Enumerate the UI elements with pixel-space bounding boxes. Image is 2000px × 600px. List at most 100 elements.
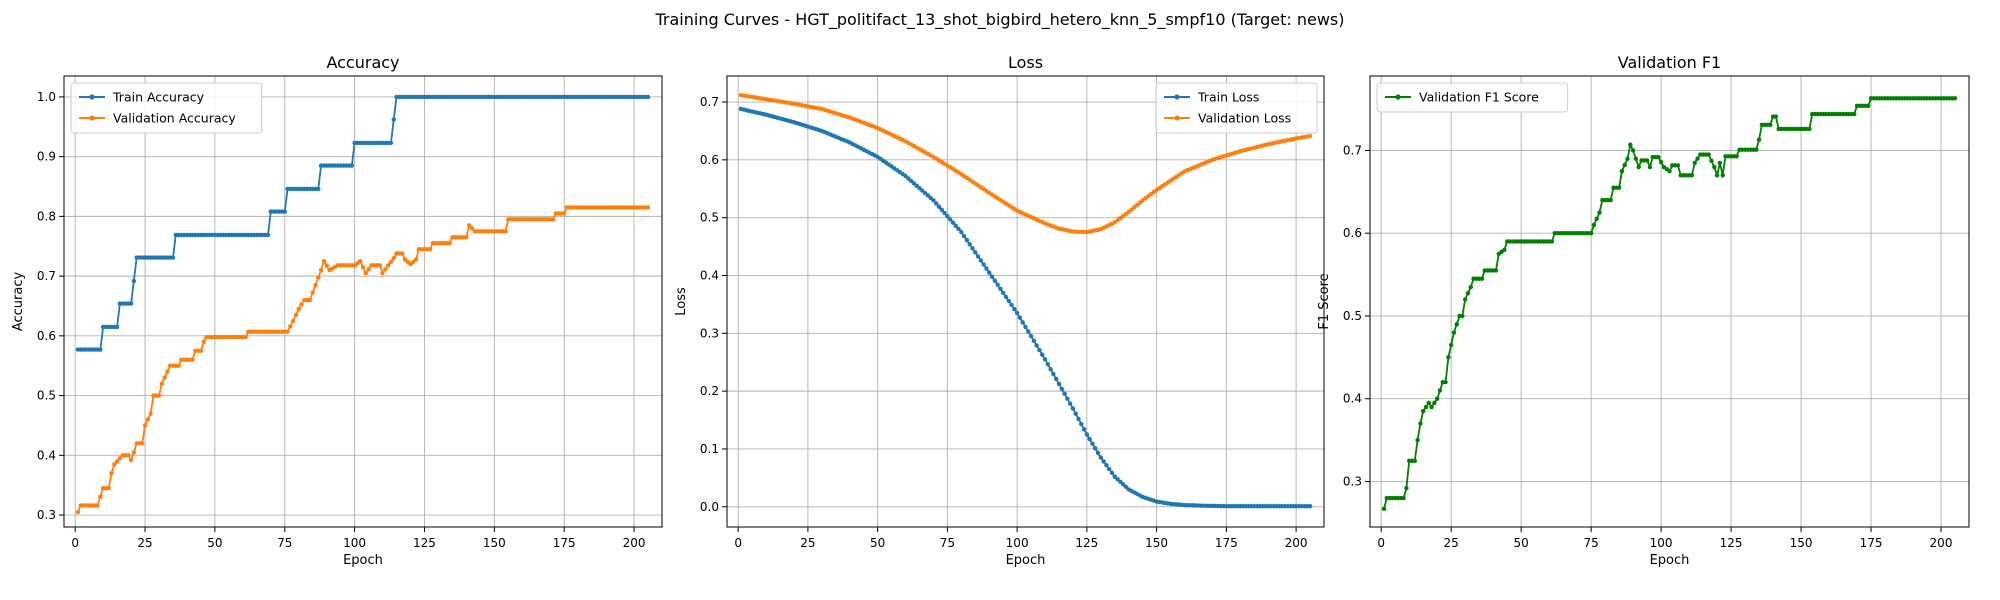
accuracy-legend-box [70, 82, 263, 134]
f1-data-point [1415, 437, 1420, 443]
f1-data-point [1594, 216, 1599, 221]
accuracy-data-point [380, 270, 385, 276]
loss-data-point [1000, 290, 1006, 296]
loss-data-point [1012, 306, 1017, 312]
f1-data-point [1434, 396, 1440, 401]
loss-data-point [1037, 347, 1042, 353]
f1-data-point [1616, 185, 1622, 190]
accuracy-data-point [140, 441, 145, 446]
loss-data-point [1056, 381, 1062, 387]
accuracy-y-tick-label: 0.8 [37, 209, 56, 223]
f1-y-tick-label: 0.6 [1343, 226, 1362, 240]
f1-y-tick-label: 0.5 [1343, 309, 1362, 323]
accuracy-data-point [391, 255, 396, 261]
accuracy-data-point [385, 263, 391, 268]
loss-data-point [1081, 427, 1087, 432]
accuracy-data-point [550, 217, 556, 222]
loss-legend-label: Train Loss [1197, 90, 1259, 105]
f1-data-point [1630, 148, 1636, 153]
f1-legend-marker [1395, 94, 1401, 100]
f1-data-point [1468, 284, 1473, 290]
loss-legend: Train Loss Validation Loss [1155, 82, 1318, 134]
f1-data-point [1656, 154, 1661, 160]
loss-y-tick-label: 0.2 [700, 384, 719, 398]
loss-data-point [1003, 294, 1009, 300]
loss-data-point [1048, 366, 1053, 372]
accuracy-x-tick-label: 150 [483, 536, 506, 550]
loss-data-point [1006, 298, 1011, 304]
loss-data-point [1042, 357, 1048, 362]
loss-data-point [989, 274, 995, 279]
f1-data-point [1689, 173, 1695, 178]
accuracy-series-0 [75, 94, 651, 352]
f1-data-point [1625, 156, 1630, 161]
f1-data-point [1952, 96, 1958, 101]
loss-panel-title: Loss [1008, 53, 1043, 72]
loss-data-point [1115, 477, 1120, 482]
loss-data-point [961, 233, 967, 239]
loss-x-tick-label: 100 [1006, 536, 1029, 550]
accuracy-y-tick-label: 0.5 [37, 389, 56, 403]
f1-y-axis-label: F1 Score [1317, 273, 1332, 329]
loss-y-tick-label: 0.4 [700, 268, 719, 282]
f1-data-point [1412, 458, 1417, 463]
f1-data-point [1709, 158, 1714, 164]
f1-data-point [1423, 404, 1429, 410]
accuracy-data-point [201, 339, 206, 345]
accuracy-data-point [95, 503, 100, 508]
accuracy-data-point [318, 267, 324, 273]
loss-data-point [959, 229, 964, 235]
loss-series-1 [738, 92, 1313, 235]
accuracy-data-point [645, 94, 651, 100]
loss-data-point [1084, 432, 1090, 437]
accuracy-data-point [293, 312, 299, 318]
accuracy-legend-label: Validation Accuracy [113, 111, 236, 126]
f1-data-point [1460, 313, 1465, 319]
loss-data-point [1051, 371, 1056, 377]
f1-panel: 0 25 50 75 100 125 150 175 200 0.3 0.4 0.5 0.6 0.7 Val… [1317, 53, 1970, 568]
accuracy-data-point [427, 247, 433, 252]
loss-data-point [978, 258, 984, 263]
accuracy-data-point [282, 209, 287, 214]
accuracy-data-point [170, 255, 176, 260]
f1-data-point [1451, 330, 1457, 335]
f1-y-tick-label: 0.4 [1343, 392, 1362, 406]
loss-data-point [1106, 466, 1112, 472]
loss-data-point [1076, 416, 1081, 422]
f1-series-0 [1381, 96, 1958, 511]
accuracy-data-point [562, 211, 567, 216]
accuracy-data-point [363, 270, 368, 276]
loss-data-point [964, 238, 970, 243]
accuracy-y-tick-label: 0.3 [37, 508, 56, 522]
f1-x-tick-label: 100 [1650, 536, 1673, 550]
loss-data-point [1087, 436, 1092, 442]
f1-data-point [1418, 421, 1423, 426]
loss-data-point [1026, 329, 1031, 334]
f1-data-point [1465, 291, 1471, 296]
f1-data-point [1448, 342, 1454, 348]
accuracy-data-point [190, 357, 195, 362]
f1-data-point [1404, 485, 1409, 491]
loss-y-tick-label: 0.6 [700, 153, 719, 167]
loss-data-point [1098, 455, 1104, 460]
f1-x-tick-label: 175 [1860, 536, 1883, 550]
f1-data-point [1636, 164, 1641, 170]
accuracy-y-tick-label: 0.6 [37, 329, 56, 343]
loss-legend-label: Validation Loss [1198, 111, 1291, 126]
f1-data-point [1756, 137, 1762, 142]
accuracy-data-point [313, 282, 318, 288]
loss-data-point [1120, 482, 1126, 487]
loss-axes-frame [726, 75, 1325, 528]
loss-data-point [981, 262, 986, 267]
f1-data-point [1852, 111, 1857, 117]
accuracy-data-point [243, 334, 248, 340]
accuracy-data-point [360, 264, 366, 270]
f1-data-point [1712, 164, 1717, 170]
loss-data-point [950, 220, 956, 225]
f1-data-point [1420, 408, 1426, 414]
accuracy-data-point [645, 205, 651, 210]
accuracy-data-point [75, 509, 81, 515]
loss-data-point [1073, 411, 1078, 416]
loss-data-point [1023, 324, 1028, 330]
loss-data-point [942, 210, 947, 216]
